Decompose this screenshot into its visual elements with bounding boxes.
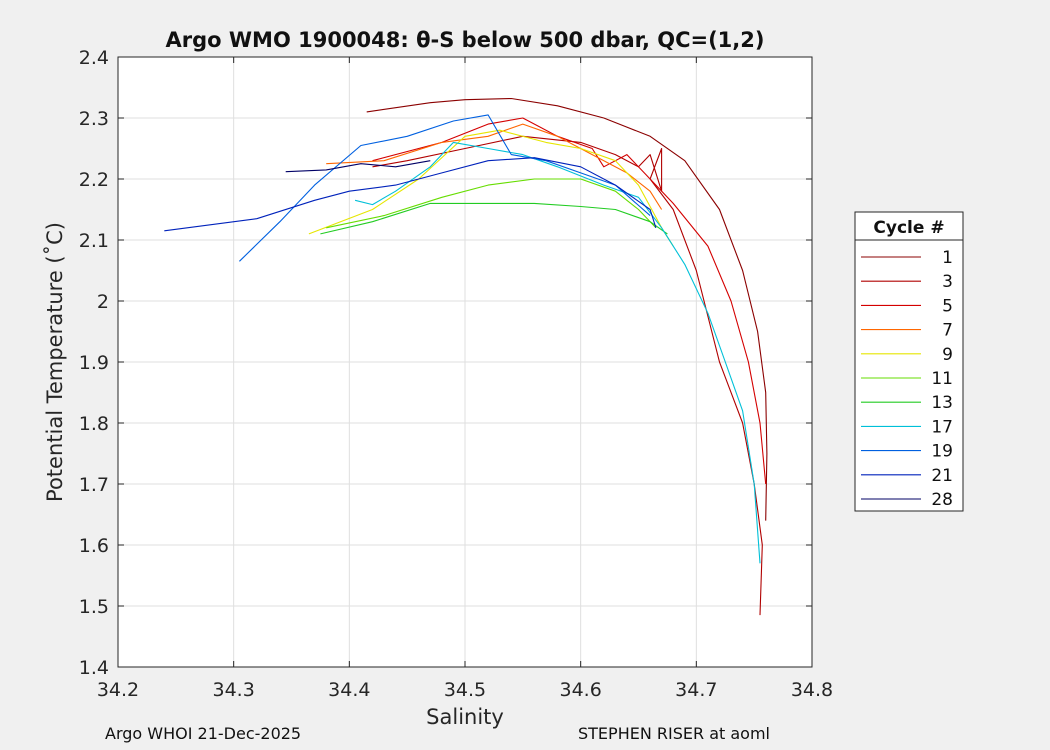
x-tick-label: 34.8 [791,679,833,701]
x-axis-label: Salinity [426,705,504,729]
x-tick-label: 34.4 [328,679,370,701]
series-line-cycle-5 [372,117,767,485]
y-tick-label: 2.3 [79,108,109,130]
footer-left: Argo WHOI 21-Dec-2025 [105,724,302,743]
series-line-cycle-28 [285,160,431,173]
y-tick-label: 2.1 [79,230,109,252]
legend-label-cycle-17: 17 [931,417,953,437]
legend-label-cycle-11: 11 [931,369,953,389]
x-tick-label: 34.2 [97,679,139,701]
legend-label-cycle-1: 1 [942,248,953,268]
series-layer [164,97,768,616]
y-tick-label: 1.9 [79,352,109,374]
series-line-cycle-3 [372,135,763,616]
legend-label-cycle-21: 21 [931,466,953,486]
x-tick-label: 34.6 [560,679,602,701]
chart-title: Argo WMO 1900048: θ-S below 500 dbar, QC… [166,28,765,52]
legend-label-cycle-9: 9 [942,345,953,365]
series-line-cycle-7 [326,123,663,210]
y-tick-label: 2.4 [79,47,109,69]
y-axis-label: Potential Temperature (˚C) [43,222,67,502]
legend-label-cycle-7: 7 [942,321,953,341]
series-line-cycle-19 [239,114,651,262]
x-tick-label: 34.3 [213,679,255,701]
series-line-cycle-9 [308,129,674,247]
legend-label-cycle-19: 19 [931,442,953,462]
legend-title: Cycle # [873,218,944,238]
series-line-cycle-17 [354,141,761,564]
y-tick-label: 2 [97,291,109,313]
x-tick-label: 34.7 [675,679,717,701]
y-tick-label: 1.7 [79,474,109,496]
axis-ticks: 34.2 34.3 34.4 34.5 34.6 34.7 34.8 1.4 1.5 1.6 1.7… [79,47,833,701]
x-tick-label: 34.5 [444,679,486,701]
legend-label-cycle-13: 13 [931,393,953,413]
legend-box [854,211,964,512]
series-line-cycle-1 [366,97,768,521]
y-tick-label: 1.4 [79,657,109,679]
legend-label-cycle-3: 3 [942,272,953,292]
series-line-cycle-13 [320,202,668,235]
y-tick-label: 1.6 [79,535,109,557]
footer-right: STEPHEN RISER at aoml [578,724,770,743]
legend-label-cycle-5: 5 [942,296,953,316]
y-tick-label: 1.5 [79,596,109,618]
series-line-cycle-11 [326,178,657,229]
y-tick-label: 1.8 [79,413,109,435]
series-line-cycle-21 [164,157,657,232]
y-tick-label: 2.2 [79,169,109,191]
legend-label-cycle-28: 28 [931,490,953,510]
